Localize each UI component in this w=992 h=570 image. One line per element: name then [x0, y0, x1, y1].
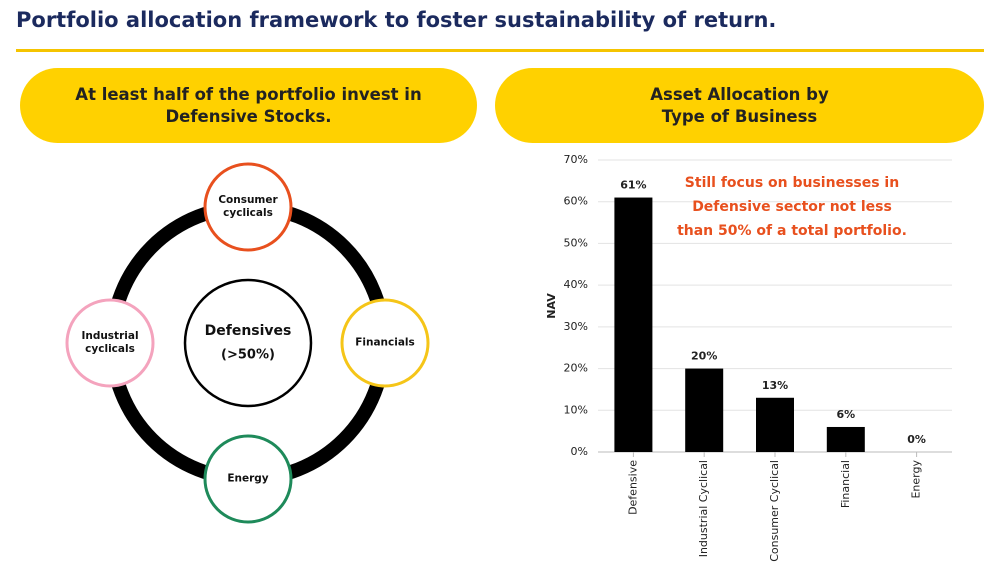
x-tick-label: Defensive — [626, 460, 639, 515]
node-label: Consumer cyclicals — [218, 194, 278, 219]
x-tick-label: Industrial Cyclical — [697, 460, 710, 557]
y-tick-label: 30% — [564, 320, 588, 333]
node-circle — [65, 298, 155, 388]
node-circle — [340, 298, 430, 388]
bar — [685, 368, 724, 452]
heading-pill: Asset Allocation by Type of Business — [495, 68, 984, 143]
center-circle — [183, 278, 313, 408]
slide-title: Portfolio allocation framework to foster… — [16, 8, 777, 32]
y-tick-label: 40% — [564, 278, 588, 291]
x-tick-label: Financial — [839, 460, 852, 508]
value-label: 0% — [907, 433, 926, 446]
center-sublabel: (>50%) — [221, 347, 275, 363]
y-axis-label: NAV — [545, 293, 558, 319]
value-label: 6% — [836, 408, 855, 421]
node-label: Industrial cyclicals — [81, 330, 139, 355]
annotation: Still focus on businesses in Defensive s… — [677, 175, 907, 239]
bar — [614, 197, 653, 452]
heading-pill: At least half of the portfolio invest in… — [20, 68, 477, 143]
bar — [756, 397, 794, 452]
y-tick-label: 50% — [564, 236, 588, 249]
node-circle — [203, 162, 293, 252]
bar — [826, 426, 865, 452]
y-tick-label: 60% — [564, 195, 588, 208]
value-label: 20% — [691, 350, 717, 363]
chart-title: Asset Allocation by Type of Business — [650, 84, 829, 126]
y-tick-label: 20% — [564, 362, 588, 375]
y-tick-label: 70% — [564, 153, 588, 166]
x-tick-label: Energy — [910, 460, 923, 499]
diagram-heading: At least half of the portfolio invest in… — [75, 84, 422, 126]
value-label: 13% — [762, 379, 788, 392]
y-tick-label: 0% — [571, 445, 588, 458]
x-tick-label: Consumer Cyclical — [768, 460, 781, 562]
node-label: Energy — [227, 472, 269, 485]
value-label: 61% — [620, 179, 646, 192]
node-circle — [203, 434, 293, 524]
center-label: Defensives — [204, 323, 292, 339]
title-rule — [16, 49, 984, 52]
y-tick-label: 10% — [564, 403, 588, 416]
node-label: Financials — [355, 336, 415, 349]
